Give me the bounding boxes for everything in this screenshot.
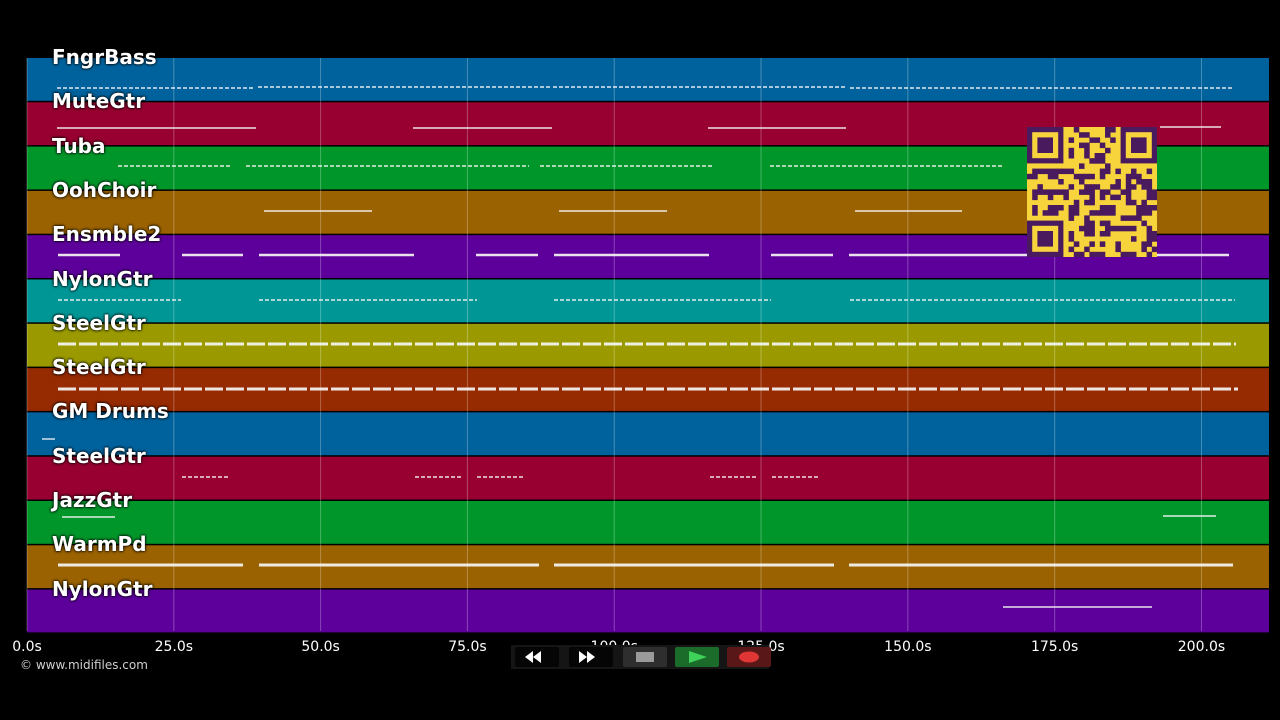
fast-forward-icon [579,651,595,663]
track-lane [27,58,1269,101]
play-button[interactable] [675,647,719,667]
track-label: JazzGtr [52,488,133,512]
time-tick-label: 150.0s [884,639,932,655]
time-tick-label: 200.0s [1177,639,1226,655]
track-label: SteelGtr [52,443,146,468]
track-label: MuteGtr [52,89,146,114]
stop-icon [636,652,654,662]
time-tick-label: 50.0s [301,639,340,655]
qr-code-icon [1027,127,1158,258]
time-tick-label: 75.0s [448,639,487,655]
track-lane [27,412,1269,456]
track-label: GM Drums [52,399,169,424]
track-label: SteelGtr [52,355,146,380]
record-icon [739,651,759,663]
track-lane [27,279,1269,323]
track-lane [27,501,1269,544]
track-label: WarmPd [52,532,147,557]
stop-button[interactable] [623,647,667,667]
track-label: FngrBass [52,45,157,69]
time-tick-label: 25.0s [154,639,194,655]
record-button[interactable] [727,647,771,667]
track-lane [27,589,1269,633]
play-icon [689,651,707,663]
track-label: Tuba [52,133,106,158]
track-label: NylonGtr [52,266,153,291]
track-label: NylonGtr [52,576,153,601]
track-label: SteelGtr [52,310,146,335]
rewind-button[interactable] [515,647,559,667]
track-label: OohChoir [52,177,157,202]
track-lane [27,456,1269,500]
rewind-icon [525,651,541,663]
transport-bar [511,645,771,669]
track-lane [27,545,1269,589]
time-tick-label: 175.0s [1030,639,1079,655]
copyright-text: © www.midifiles.com [20,658,148,672]
track-label: Ensmble2 [52,222,162,247]
fast-forward-button[interactable] [569,647,613,667]
time-tick-label: 0.0s [12,639,42,655]
